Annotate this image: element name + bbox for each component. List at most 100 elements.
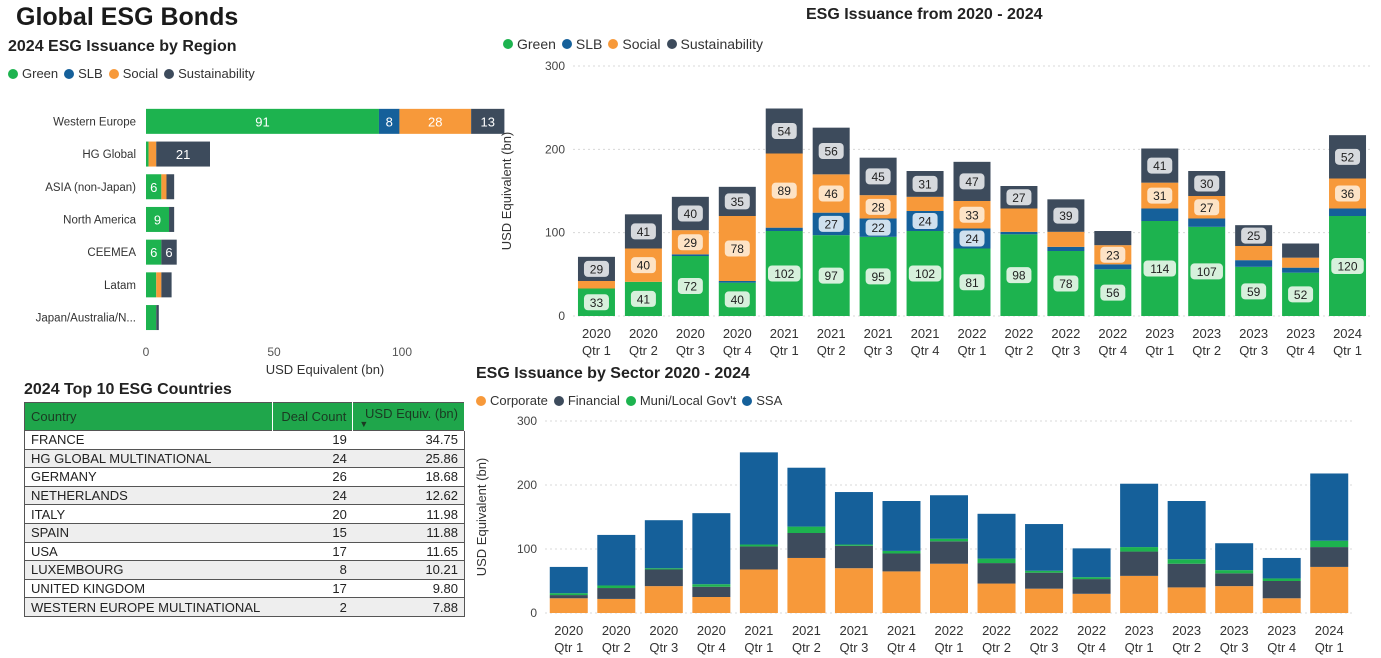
cell-country: HG GLOBAL MULTINATIONAL — [24, 448, 273, 468]
data-label: 41 — [1153, 159, 1167, 173]
col-country[interactable]: Country — [24, 402, 274, 431]
legend-ssa[interactable]: SSA — [742, 393, 782, 408]
legend-slb[interactable]: SLB — [561, 36, 602, 52]
legend-sustainability[interactable]: Sustainability — [164, 66, 255, 81]
table-row[interactable]: HG GLOBAL MULTINATIONAL 24 25.86 — [24, 448, 465, 468]
table-row[interactable]: NETHERLANDS 24 12.62 — [24, 485, 465, 505]
bar-muni-local-gov-t-2020-qtr-3 — [644, 568, 683, 570]
data-label-box — [1331, 258, 1364, 274]
bar-social-latam — [156, 272, 162, 298]
bar-muni-local-gov-t-2021-qtr-4 — [882, 550, 921, 554]
bar-muni-local-gov-t-2024-qtr-1 — [1310, 540, 1349, 548]
page-title: Global ESG Bonds — [16, 3, 239, 31]
x-tick-label-year: 2020 — [697, 623, 726, 638]
cell-country: UNITED KINGDOM — [24, 578, 273, 598]
sort-desc-icon: ▼ — [359, 419, 369, 429]
bar-financial-2021-qtr-2 — [787, 533, 826, 558]
col-deal-count[interactable]: Deal Count — [272, 402, 354, 431]
cell-usd-equiv: 11.88 — [352, 522, 465, 543]
x-tick-label-quarter: Qtr 1 — [744, 640, 773, 655]
x-tick-label-year: 2024 — [1333, 326, 1362, 341]
x-tick-label-quarter: Qtr 4 — [1267, 640, 1296, 655]
legend-green[interactable]: Green — [8, 66, 58, 81]
x-tick-label-year: 2022 — [1098, 326, 1127, 341]
legend-corporate[interactable]: Corporate — [476, 393, 548, 408]
data-label-box — [818, 215, 844, 232]
x-tick-label-year: 2021 — [887, 623, 916, 638]
bar-sustainability-latam — [161, 272, 172, 298]
data-label-box — [583, 260, 609, 277]
table-row[interactable]: SPAIN 15 11.88 — [24, 522, 465, 543]
x-tick-label-quarter: Qtr 4 — [887, 640, 916, 655]
table-row[interactable]: FRANCE 19 34.75 — [24, 430, 465, 450]
x-tick-label-quarter: Qtr 4 — [1098, 343, 1127, 358]
cell-country: GERMANY — [24, 467, 273, 487]
table-row[interactable]: USA 17 11.65 — [24, 541, 465, 561]
sector-legend[interactable]: Corporate Financial Muni/Local Gov't SSA — [476, 393, 788, 408]
data-label: 78 — [1059, 277, 1073, 291]
data-label-box — [1053, 207, 1079, 224]
y-tick-label: 300 — [545, 59, 565, 73]
cell-deal-count: 24 — [272, 485, 353, 505]
legend-social[interactable]: Social — [608, 36, 661, 52]
legend-financial[interactable]: Financial — [553, 393, 620, 408]
data-label-box — [865, 219, 891, 236]
x-tick-label-year: 2020 — [649, 623, 678, 638]
legend-sustainability[interactable]: Sustainability — [666, 36, 763, 52]
region-legend[interactable]: Green SLB Social Sustainability — [8, 66, 261, 81]
data-label: 21 — [176, 147, 190, 162]
bar-slb-2023-qtr-4 — [1282, 267, 1320, 273]
legend-label: SLB — [78, 66, 103, 81]
data-label-box — [959, 274, 985, 291]
x-tick-label-year: 2020 — [629, 326, 658, 341]
region-chart-title: 2024 ESG Issuance by Region — [8, 38, 237, 55]
x-tick-label-quarter: Qtr 2 — [792, 640, 821, 655]
bar-corporate-2022-qtr-4 — [1072, 593, 1111, 613]
legend-muni[interactable]: Muni/Local Gov't — [625, 393, 736, 408]
bar-green-ceemea — [146, 239, 162, 265]
category-label-north-america: North America — [63, 214, 136, 226]
bar-green-north-america — [146, 206, 170, 232]
x-tick-label-year: 2021 — [911, 326, 940, 341]
x-tick-label-quarter: Qtr 2 — [1004, 343, 1033, 358]
data-label-box — [1100, 284, 1126, 301]
x-tick-label-year: 2023 — [1192, 326, 1221, 341]
legend-green[interactable]: Green — [503, 36, 556, 52]
data-label: 72 — [684, 280, 698, 294]
data-label-box — [959, 173, 985, 190]
category-label-asia-non-japan: ASIA (non-Japan) — [45, 182, 136, 194]
x-tick-label-quarter: Qtr 2 — [602, 640, 631, 655]
category-label-ceemea: CEEMEA — [87, 247, 136, 259]
data-label-box — [865, 198, 891, 215]
legend-social[interactable]: Social — [108, 66, 158, 81]
data-label-box — [630, 290, 656, 307]
bar-muni-local-gov-t-2022-qtr-2 — [977, 558, 1016, 564]
data-label: 56 — [824, 145, 838, 159]
data-label: 45 — [871, 170, 885, 184]
table-row[interactable]: WESTERN EUROPE MULTINATIONAL 2 7.88 — [24, 597, 465, 617]
x-tick-label-quarter: Qtr 2 — [1192, 343, 1221, 358]
col-usd-equiv[interactable]: USD Equiv. (bn) ▼ — [352, 402, 465, 431]
cell-deal-count: 17 — [272, 541, 353, 561]
data-label: 22 — [871, 221, 885, 235]
table-row[interactable]: ITALY 20 11.98 — [24, 504, 465, 524]
bar-financial-2024-qtr-1 — [1310, 547, 1349, 567]
x-tick-label: 50 — [267, 345, 281, 359]
top-countries-table: Country Deal Count USD Equiv. (bn) ▼ FRAN… — [24, 402, 465, 617]
category-label-japan-australia-n: Japan/Australia/N... — [36, 313, 136, 325]
data-label: 25 — [1247, 229, 1261, 243]
legend-slb[interactable]: SLB — [64, 66, 103, 81]
bar-slb-2023-qtr-3 — [1235, 260, 1273, 267]
table-row[interactable]: LUXEMBOURG 8 10.21 — [24, 560, 465, 580]
x-tick-label-year: 2022 — [1051, 326, 1080, 341]
bar-slb-2023-qtr-2 — [1188, 218, 1226, 227]
y-tick-label: 200 — [545, 142, 565, 156]
bar-corporate-2021-qtr-1 — [739, 569, 778, 613]
x-tick-label-quarter: Qtr 1 — [554, 640, 583, 655]
table-row[interactable]: GERMANY 26 18.68 — [24, 467, 465, 487]
x-tick-label-year: 2023 — [1267, 623, 1296, 638]
data-label: 59 — [1247, 285, 1261, 299]
x-tick-label-quarter: Qtr 2 — [817, 343, 846, 358]
table-row[interactable]: UNITED KINGDOM 17 9.80 — [24, 578, 465, 598]
time-legend[interactable]: Green SLB Social Sustainability — [503, 36, 769, 52]
